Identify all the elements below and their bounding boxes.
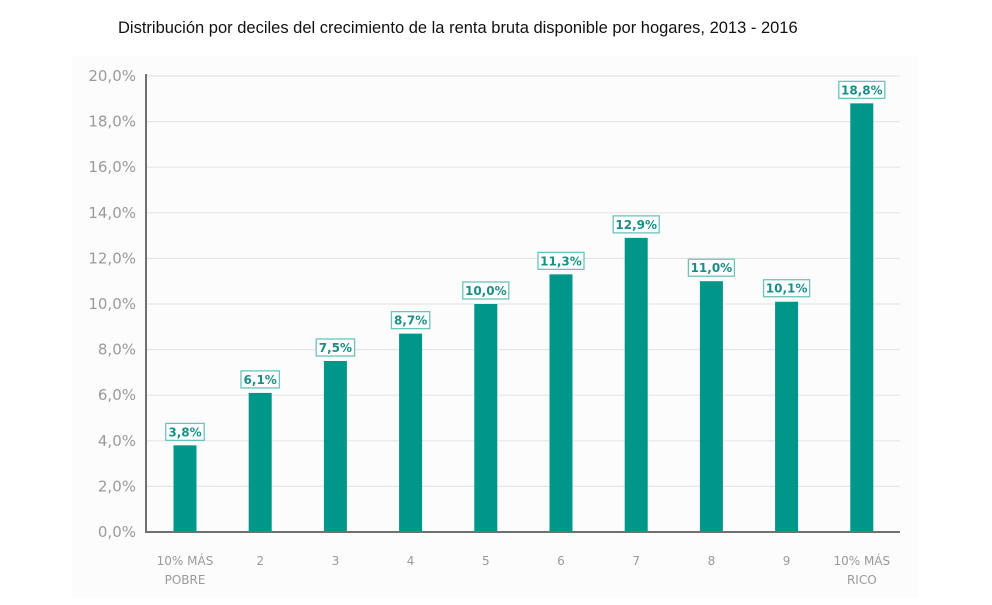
data-label-box (390, 310, 431, 330)
x-category-label: 10% MÁS POBRE (157, 553, 214, 587)
data-labels: 3,8% 6,1% 7,5% 8,7% 10,0% 11,3% 12,9% 11,0% 10,1… (165, 80, 886, 442)
bar (850, 103, 874, 533)
bar (699, 281, 723, 532)
data-label-box (165, 422, 205, 442)
x-tick-label: 8 (708, 554, 716, 568)
data-label-text: 3,8% (168, 425, 201, 439)
x-axis-categories: 10% MÁS POBRE 2 3 4 5 6 7 8 9 10% MÁS RICO (157, 553, 890, 587)
data-label: 7,5% (315, 338, 356, 357)
x-tick-label: 10% MÁS (157, 553, 214, 568)
y-tick-label: 2,0% (98, 477, 136, 495)
x-tick-label: 9 (783, 554, 791, 568)
data-label: 8,7% (390, 310, 431, 330)
data-label: 10,0% (462, 281, 510, 300)
x-category-label: 9 (783, 554, 791, 568)
y-axis-ticks: 0,0% 2,0% 4,0% 6,0% 8,0% 10,0% 12,0% 14,0% 16,0%… (88, 67, 136, 541)
y-tick-label: 16,0% (88, 158, 136, 176)
axes (145, 74, 900, 533)
data-label-box (315, 338, 356, 357)
data-label: 12,9% (612, 215, 660, 234)
data-label-box (762, 279, 811, 298)
data-label-box (612, 215, 660, 234)
data-label-box (537, 251, 585, 271)
data-label: 3,8% (165, 422, 205, 442)
gridlines (146, 75, 900, 487)
y-tick-label: 20,0% (88, 67, 136, 85)
bars (173, 103, 874, 533)
data-label-box (240, 370, 281, 389)
data-label-text: 12,9% (615, 218, 657, 232)
bar (323, 361, 347, 532)
x-category-label: 6 (557, 554, 565, 568)
bar (248, 392, 272, 532)
y-tick-label: 0,0% (98, 523, 136, 541)
chart-title: Distribución por deciles del crecimiento… (118, 19, 798, 37)
y-tick-label: 14,0% (88, 204, 136, 222)
x-tick-label: 5 (482, 554, 490, 568)
data-label-box (687, 258, 736, 277)
data-label-text: 10,0% (465, 284, 507, 298)
y-tick-label: 12,0% (88, 249, 136, 267)
bar (474, 304, 498, 532)
x-category-label: 3 (332, 554, 340, 568)
bar (549, 274, 573, 532)
data-label-text: 18,8% (841, 83, 883, 97)
data-label-box (462, 281, 510, 300)
y-tick-label: 18,0% (88, 113, 136, 131)
x-category-label: 7 (632, 554, 640, 568)
x-tick-label: RICO (847, 573, 877, 587)
x-category-label: 2 (256, 554, 264, 568)
bar (775, 301, 799, 532)
data-label-text: 7,5% (319, 341, 352, 355)
x-tick-label: 6 (557, 554, 565, 568)
x-tick-label: 2 (256, 554, 264, 568)
y-tick-label: 8,0% (98, 341, 136, 359)
data-label-text: 10,1% (766, 282, 808, 296)
data-label-text: 11,0% (691, 261, 733, 275)
x-category-label: 5 (482, 554, 490, 568)
data-label: 11,3% (537, 251, 585, 271)
data-label-text: 8,7% (394, 314, 427, 328)
bar (399, 333, 423, 532)
data-label: 11,0% (687, 258, 736, 277)
x-category-label: 4 (407, 554, 415, 568)
y-tick-label: 6,0% (98, 386, 136, 404)
x-tick-label: 10% MÁS (833, 553, 890, 568)
x-tick-label: 4 (407, 554, 415, 568)
x-category-label: 8 (708, 554, 716, 568)
data-label: 10,1% (762, 279, 811, 298)
x-tick-label: POBRE (165, 573, 206, 587)
y-tick-label: 4,0% (98, 432, 136, 450)
bar (624, 237, 648, 532)
data-label: 18,8% (838, 80, 886, 100)
bar (173, 445, 197, 532)
x-category-label: 10% MÁS RICO (833, 553, 890, 587)
data-label-box (838, 80, 886, 100)
data-label-text: 11,3% (540, 254, 582, 268)
x-tick-label: 7 (632, 554, 640, 568)
y-tick-label: 10,0% (88, 295, 136, 313)
x-tick-label: 3 (332, 554, 340, 568)
data-label-text: 6,1% (244, 373, 277, 387)
data-label: 6,1% (240, 370, 281, 389)
